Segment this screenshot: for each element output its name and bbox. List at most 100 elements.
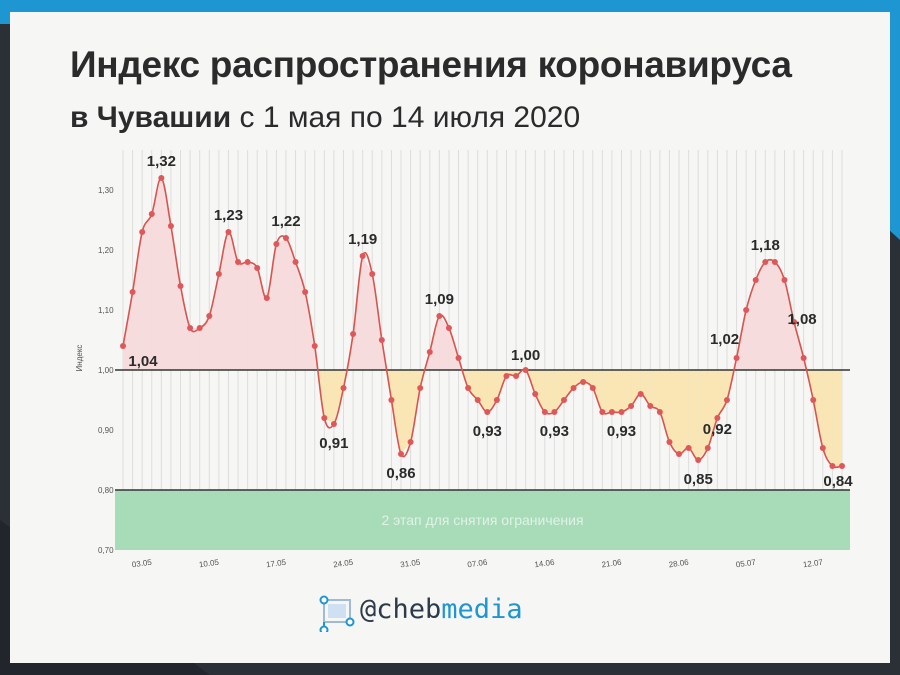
area-above-baseline [209, 274, 219, 370]
cheb-logo-icon [319, 595, 355, 632]
data-point [196, 325, 203, 331]
data-label: 1,04 [128, 353, 158, 370]
data-label: 0,93 [607, 423, 636, 440]
data-point [714, 415, 721, 421]
data-point [752, 277, 759, 283]
area-above-baseline [429, 316, 440, 370]
data-point [167, 223, 174, 229]
data-point [570, 385, 577, 391]
area-above-baseline [170, 226, 181, 370]
x-tick-label: 10.05 [198, 558, 220, 570]
data-point [148, 211, 155, 217]
y-tick-label: 0,80 [98, 486, 114, 495]
data-point [263, 295, 270, 301]
subtitle-region: в Чувашии [70, 101, 232, 134]
data-point [292, 259, 299, 265]
data-point [426, 349, 433, 355]
area-above-baseline [247, 262, 258, 370]
area-below-baseline [563, 370, 574, 400]
data-point [282, 235, 289, 241]
area-below-baseline [631, 370, 641, 406]
area-above-baseline [784, 280, 795, 370]
x-tick-label: 05.07 [735, 558, 757, 570]
series-line [122, 177, 843, 469]
x-tick-label: 03.05 [131, 558, 153, 570]
data-point [532, 391, 539, 397]
chart-subtitle: в Чувашии с 1 мая по 14 июля 2020 [70, 101, 580, 135]
area-above-baseline [765, 262, 775, 370]
brand-handle: @chebmedia [360, 594, 523, 625]
area-above-baseline [305, 292, 315, 370]
data-label: 0,85 [684, 471, 713, 488]
area-above-baseline [190, 328, 200, 370]
y-tick-label: 1,10 [98, 306, 114, 315]
data-point [139, 229, 146, 235]
data-point [839, 463, 845, 469]
area-below-baseline [535, 370, 545, 412]
y-axis-label: Индекс [75, 345, 84, 372]
data-label: 1,00 [511, 347, 540, 364]
data-point [685, 445, 692, 451]
area-above-baseline [266, 244, 277, 370]
data-point [522, 367, 529, 373]
area-below-baseline [410, 370, 421, 442]
data-point [129, 289, 136, 295]
area-below-baseline [611, 370, 622, 412]
data-point [417, 385, 424, 391]
data-point [254, 265, 261, 271]
data-point [187, 325, 194, 331]
data-point [580, 379, 587, 385]
area-above-baseline [238, 262, 248, 370]
data-point [244, 259, 251, 265]
data-label: 1,32 [147, 153, 176, 170]
data-point [656, 409, 663, 415]
data-point [762, 259, 769, 265]
area-below-baseline [650, 370, 660, 412]
data-label: 1,09 [425, 291, 454, 308]
data-point [637, 391, 644, 397]
y-tick-label: 1,30 [98, 186, 114, 195]
data-point [800, 355, 807, 361]
area-above-baseline [755, 262, 766, 370]
data-label: 0,92 [703, 421, 732, 438]
area-below-baseline [621, 370, 632, 412]
data-point [407, 439, 414, 445]
area-above-baseline [372, 274, 382, 370]
area-below-baseline [487, 370, 497, 412]
data-point [302, 289, 309, 295]
area-above-baseline [161, 178, 171, 370]
data-point [350, 331, 357, 337]
data-point [321, 415, 328, 421]
area-above-baseline [180, 286, 191, 370]
area-above-baseline [123, 292, 133, 370]
data-label: 0,91 [319, 435, 348, 452]
data-label: 0,93 [540, 423, 569, 440]
subtitle-period: с 1 мая по 14 июля 2020 [231, 101, 581, 134]
data-label: 1,18 [751, 237, 780, 254]
data-point [810, 397, 817, 403]
data-point [445, 325, 452, 331]
data-point [743, 307, 750, 313]
data-point [666, 439, 673, 445]
area-below-baseline [659, 370, 670, 442]
area-above-baseline [774, 262, 785, 370]
data-label: 1,08 [787, 311, 816, 328]
data-point [206, 313, 213, 319]
area-above-baseline [151, 178, 162, 370]
area-below-baseline [333, 370, 344, 424]
area-above-baseline [448, 328, 459, 370]
data-point [120, 343, 126, 349]
target-zone-band [115, 490, 850, 550]
data-point [330, 421, 337, 427]
data-point [513, 373, 520, 379]
area-below-baseline [717, 370, 727, 418]
data-point [493, 397, 500, 403]
area-below-baseline [688, 370, 699, 460]
data-point [676, 451, 683, 457]
y-tick-label: 1,20 [98, 246, 114, 255]
area-below-baseline [592, 370, 603, 412]
data-point [474, 397, 481, 403]
data-point [378, 337, 385, 343]
data-point [177, 283, 184, 289]
